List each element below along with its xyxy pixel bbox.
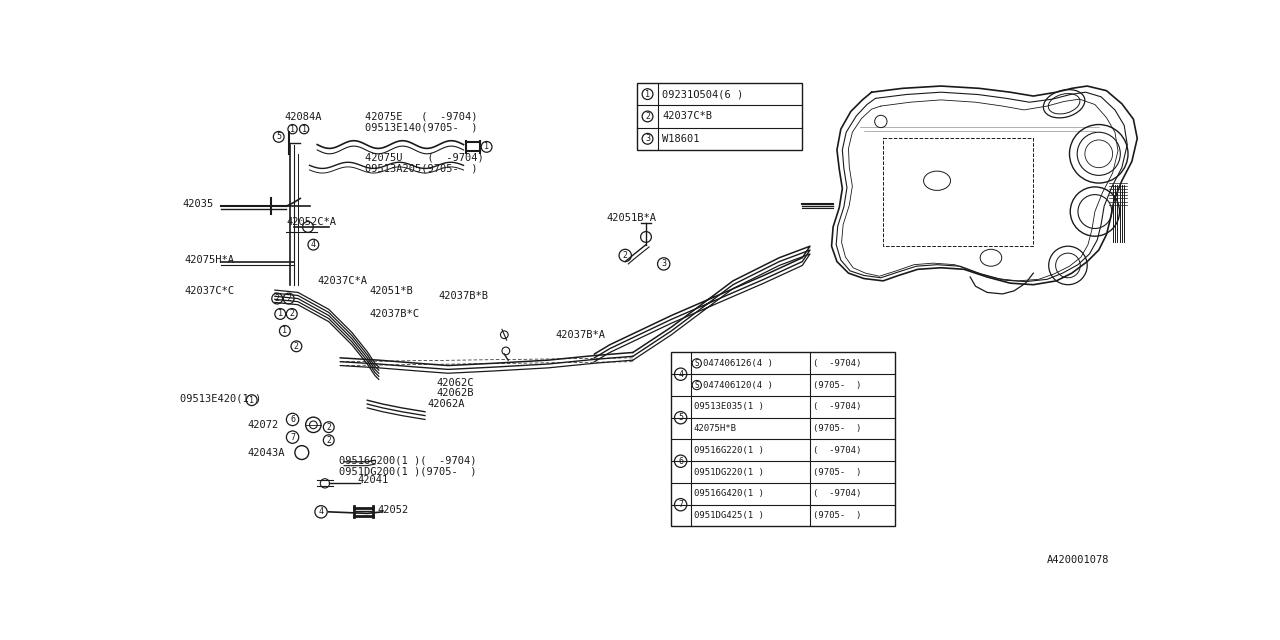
Text: W18601: W18601 (662, 134, 700, 144)
Text: (  -9704): ( -9704) (813, 446, 861, 455)
Bar (883, 138, 1033, 246)
Text: 09516G220(1 ): 09516G220(1 ) (694, 446, 764, 455)
Text: (9705-  ): (9705- ) (813, 424, 861, 433)
Text: (  -9704): ( -9704) (813, 359, 861, 368)
Bar (636, 83, 803, 150)
Text: (9705-  ): (9705- ) (813, 511, 861, 520)
Text: 4: 4 (319, 508, 324, 516)
Text: 42072: 42072 (248, 420, 279, 430)
Text: 1: 1 (645, 90, 650, 99)
Bar (672, 353, 895, 527)
Text: 42052: 42052 (378, 504, 408, 515)
Text: 5: 5 (276, 132, 282, 141)
Text: 09516G420(1 ): 09516G420(1 ) (694, 490, 764, 499)
Text: S: S (695, 381, 699, 390)
Text: 42037C*B: 42037C*B (662, 111, 712, 122)
Text: 1: 1 (291, 125, 296, 134)
Text: 09513E035(1 ): 09513E035(1 ) (694, 403, 764, 412)
Text: 09513E140(9705-  ): 09513E140(9705- ) (365, 123, 477, 132)
Text: 2: 2 (289, 310, 294, 319)
Text: 1: 1 (283, 326, 288, 335)
Text: (  -9704): ( -9704) (813, 403, 861, 412)
Text: 42041: 42041 (357, 474, 389, 484)
Text: 42043A: 42043A (248, 447, 285, 458)
Text: 09516G200(1 )(  -9704): 09516G200(1 )( -9704) (339, 455, 476, 465)
Text: 42051B*A: 42051B*A (605, 212, 655, 223)
Text: 42052C*A: 42052C*A (287, 216, 337, 227)
Text: (9705-  ): (9705- ) (813, 381, 861, 390)
Text: 42037C*A: 42037C*A (317, 276, 367, 286)
Text: 42062A: 42062A (428, 399, 465, 409)
Text: 42037B*C: 42037B*C (370, 309, 420, 319)
Text: 3: 3 (662, 259, 666, 268)
Text: 42075H*A: 42075H*A (184, 255, 234, 265)
Text: 1: 1 (484, 142, 489, 152)
Text: 2: 2 (645, 112, 650, 121)
Text: 42075H*B: 42075H*B (694, 424, 737, 433)
Text: 42051*B: 42051*B (370, 286, 413, 296)
Text: 2: 2 (622, 251, 627, 260)
Text: 2: 2 (287, 294, 292, 303)
Text: 7: 7 (678, 500, 684, 509)
Text: 42062C: 42062C (436, 378, 474, 388)
Text: 2: 2 (326, 422, 332, 431)
Text: 42035: 42035 (183, 199, 214, 209)
Text: 42037C*C: 42037C*C (184, 286, 234, 296)
Text: 4: 4 (311, 240, 316, 249)
Text: 7: 7 (291, 433, 296, 442)
Text: 0951DG425(1 ): 0951DG425(1 ) (694, 511, 764, 520)
Text: 42062B: 42062B (436, 388, 474, 398)
Text: 09231O504(6 ): 09231O504(6 ) (662, 89, 744, 99)
Text: 09513A205(9705-  ): 09513A205(9705- ) (365, 163, 477, 173)
Text: 2: 2 (326, 436, 332, 445)
Text: 09513E420(1 ): 09513E420(1 ) (180, 394, 261, 404)
Text: 42075U    (  -9704): 42075U ( -9704) (365, 153, 484, 163)
Text: 047406126(4 ): 047406126(4 ) (703, 359, 773, 368)
Text: 3: 3 (645, 134, 650, 143)
Text: A420001078: A420001078 (1047, 556, 1110, 565)
Text: S: S (695, 359, 699, 368)
Text: 047406120(4 ): 047406120(4 ) (703, 381, 773, 390)
Text: 42037B*A: 42037B*A (556, 330, 605, 340)
Text: 1: 1 (250, 396, 255, 404)
Text: 42075E   (  -9704): 42075E ( -9704) (365, 112, 477, 122)
Text: 1: 1 (302, 125, 307, 134)
Text: 5: 5 (678, 413, 684, 422)
Text: 42037B*B: 42037B*B (439, 291, 489, 301)
Text: 0951DG200(1 )(9705-  ): 0951DG200(1 )(9705- ) (339, 466, 476, 476)
Text: 6: 6 (291, 415, 296, 424)
Text: (  -9704): ( -9704) (813, 490, 861, 499)
Text: 6: 6 (678, 457, 684, 466)
Text: 2: 2 (294, 342, 300, 351)
Text: (9705-  ): (9705- ) (813, 468, 861, 477)
Text: 1: 1 (278, 310, 283, 319)
Text: 2: 2 (275, 294, 279, 303)
Text: 4: 4 (678, 370, 684, 379)
Text: 42084A: 42084A (285, 112, 323, 122)
Text: 0951DG220(1 ): 0951DG220(1 ) (694, 468, 764, 477)
